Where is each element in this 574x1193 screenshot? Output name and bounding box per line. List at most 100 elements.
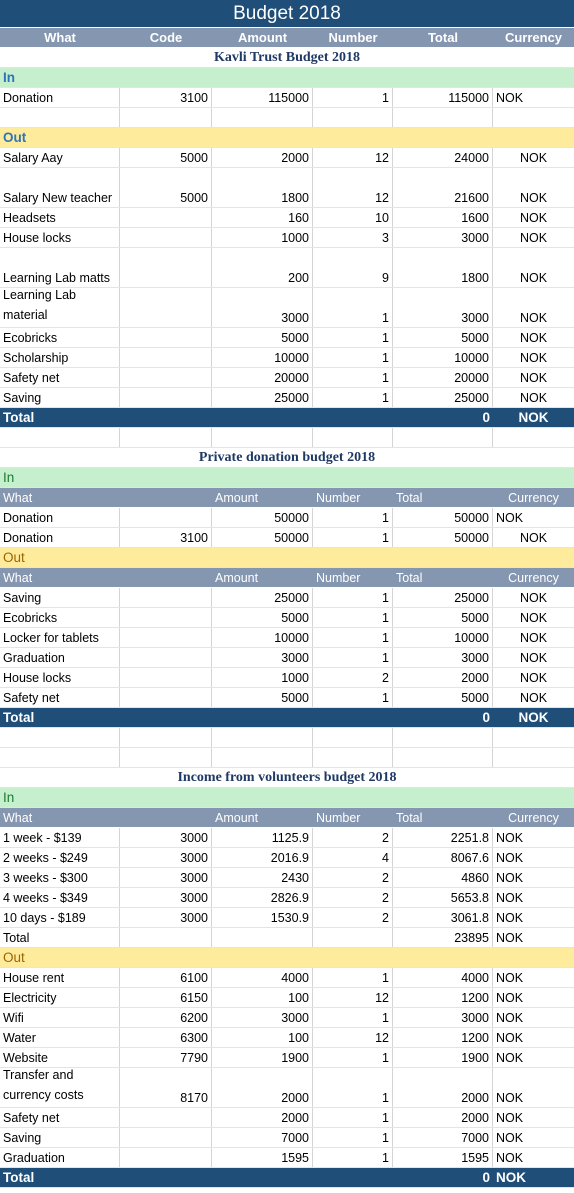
- cell-code[interactable]: [120, 348, 212, 367]
- cell-total[interactable]: 115000: [393, 88, 493, 107]
- cell-currency[interactable]: NOK: [496, 890, 524, 905]
- cell-number[interactable]: 1: [313, 1068, 393, 1107]
- cell-code[interactable]: 3000: [120, 828, 212, 847]
- cell-total[interactable]: 25000: [393, 588, 493, 607]
- cell-number[interactable]: 12: [313, 148, 393, 167]
- cell-number[interactable]: 1: [313, 588, 393, 607]
- cell-currency[interactable]: NOK: [496, 510, 524, 525]
- cell-amount[interactable]: 1800: [212, 168, 313, 207]
- cell-code[interactable]: 3100: [120, 88, 212, 107]
- cell-total[interactable]: 1200: [393, 988, 493, 1007]
- volunteers-total-label[interactable]: Total: [3, 1170, 35, 1185]
- cell-total[interactable]: 2000: [393, 1108, 493, 1127]
- cell-code[interactable]: 3000: [120, 848, 212, 867]
- cell-number[interactable]: 1: [313, 968, 393, 987]
- cell-number[interactable]: 1: [313, 368, 393, 387]
- cell-code[interactable]: [120, 228, 212, 247]
- cell-code[interactable]: [120, 368, 212, 387]
- cell-what[interactable]: Donation: [0, 508, 120, 527]
- header-currency[interactable]: Currency: [504, 30, 563, 45]
- cell-total[interactable]: 5653.8: [393, 888, 493, 907]
- subheader-what[interactable]: What: [3, 490, 33, 505]
- cell-number[interactable]: 1: [313, 328, 393, 347]
- cell-total[interactable]: 4860: [393, 868, 493, 887]
- cell-code[interactable]: 3000: [120, 868, 212, 887]
- cell-what[interactable]: Electricity: [0, 988, 120, 1007]
- cell-amount[interactable]: 5000: [212, 688, 313, 707]
- cell-what[interactable]: Salary Aay: [0, 148, 120, 167]
- subheader-total[interactable]: Total: [396, 490, 423, 505]
- cell-code[interactable]: 3100: [120, 528, 212, 547]
- volunteers-in-label[interactable]: In: [3, 790, 15, 805]
- cell-what[interactable]: Wifi: [0, 1008, 120, 1027]
- cell-what[interactable]: Saving: [0, 1128, 120, 1147]
- cell-amount[interactable]: 10000: [212, 348, 313, 367]
- cell-code[interactable]: [120, 288, 212, 327]
- cell-currency[interactable]: NOK: [496, 1110, 524, 1125]
- volunteers-total-currency[interactable]: NOK: [496, 1170, 526, 1185]
- cell-what[interactable]: Website: [0, 1048, 120, 1067]
- cell-currency[interactable]: NOK: [496, 850, 524, 865]
- cell-total[interactable]: 3000: [393, 1008, 493, 1027]
- cell-code[interactable]: 6200: [120, 1008, 212, 1027]
- cell-currency[interactable]: NOK: [496, 990, 524, 1005]
- cell-amount[interactable]: 4000: [212, 968, 313, 987]
- cell-number[interactable]: 1: [313, 628, 393, 647]
- cell-amount[interactable]: 3000: [212, 1008, 313, 1027]
- cell-code[interactable]: 6300: [120, 1028, 212, 1047]
- cell-amount[interactable]: 1595: [212, 1148, 313, 1167]
- cell-code[interactable]: [120, 608, 212, 627]
- cell-total[interactable]: 7000: [393, 1128, 493, 1147]
- volunteers-in-total-value[interactable]: 23895: [393, 928, 493, 947]
- cell-currency[interactable]: NOK: [496, 830, 524, 845]
- cell-code[interactable]: [120, 588, 212, 607]
- cell-total[interactable]: 10000: [393, 628, 493, 647]
- header-code[interactable]: Code: [149, 30, 183, 45]
- cell-currency[interactable]: NOK: [519, 150, 548, 165]
- volunteers-in-total-label[interactable]: Total: [0, 928, 120, 947]
- cell-currency[interactable]: NOK: [519, 370, 548, 385]
- header-what[interactable]: What: [44, 30, 76, 45]
- cell-number[interactable]: 1: [313, 88, 393, 107]
- cell-code[interactable]: [120, 388, 212, 407]
- cell-currency[interactable]: NOK: [496, 1030, 524, 1045]
- kavli-total-label[interactable]: Total: [3, 410, 35, 425]
- cell-number[interactable]: 9: [313, 248, 393, 287]
- cell-amount[interactable]: 3000: [212, 648, 313, 667]
- cell-currency[interactable]: NOK: [519, 690, 548, 705]
- cell-what[interactable]: Saving: [0, 588, 120, 607]
- cell-currency[interactable]: NOK: [519, 230, 548, 245]
- cell-amount[interactable]: 115000: [212, 88, 313, 107]
- cell-what[interactable]: Donation: [0, 88, 120, 107]
- cell-amount[interactable]: 25000: [212, 388, 313, 407]
- subheader-number[interactable]: Number: [316, 570, 361, 585]
- kavli-total-value[interactable]: 0: [482, 410, 490, 425]
- cell-code[interactable]: 8170: [120, 1068, 212, 1107]
- cell-number[interactable]: 1: [313, 648, 393, 667]
- cell-currency[interactable]: NOK: [519, 330, 548, 345]
- cell-currency[interactable]: NOK: [519, 271, 548, 285]
- cell-what[interactable]: Donation: [0, 528, 120, 547]
- cell-code[interactable]: [120, 1108, 212, 1127]
- cell-total[interactable]: 1595: [393, 1148, 493, 1167]
- cell-what[interactable]: Safety net: [0, 368, 120, 387]
- cell-total[interactable]: 1200: [393, 1028, 493, 1047]
- cell-what[interactable]: House locks: [0, 668, 120, 687]
- cell-amount[interactable]: 1900: [212, 1048, 313, 1067]
- cell-code[interactable]: 3000: [120, 888, 212, 907]
- cell-number[interactable]: 1: [313, 1008, 393, 1027]
- cell-amount[interactable]: 1000: [212, 668, 313, 687]
- kavli-in-label[interactable]: In: [3, 70, 15, 85]
- cell-total[interactable]: 24000: [393, 148, 493, 167]
- cell-currency[interactable]: NOK: [496, 90, 524, 105]
- cell-what[interactable]: 4 weeks - $349: [0, 888, 120, 907]
- cell-what[interactable]: Transfer and currency costs: [0, 1068, 120, 1107]
- cell-amount[interactable]: 100: [212, 1028, 313, 1047]
- subheader-total[interactable]: Total: [396, 570, 423, 585]
- cell-currency[interactable]: NOK: [519, 311, 548, 325]
- cell-what[interactable]: Salary New teacher: [0, 168, 120, 207]
- cell-currency[interactable]: NOK: [519, 610, 548, 625]
- cell-number[interactable]: 2: [313, 888, 393, 907]
- cell-total[interactable]: 3000: [393, 288, 493, 327]
- cell-total[interactable]: 5000: [393, 608, 493, 627]
